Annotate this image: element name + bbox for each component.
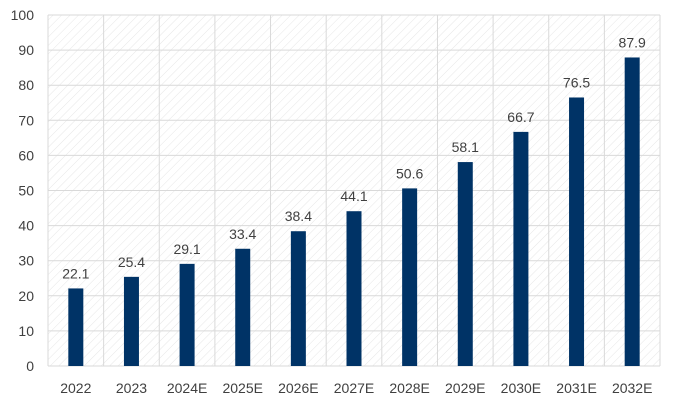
y-tick-label: 50 — [18, 183, 34, 199]
bar-2031E — [569, 97, 585, 367]
data-label-2030E: 66.7 — [507, 109, 534, 125]
x-tick-label: 2027E — [334, 380, 374, 396]
x-tick-label: 2030E — [501, 380, 541, 396]
x-tick-label: 2031E — [556, 380, 596, 396]
data-label-2023: 25.4 — [118, 254, 145, 270]
y-tick-label: 30 — [18, 253, 34, 269]
bar-2032E — [624, 57, 640, 366]
data-label-2028E: 50.6 — [396, 165, 423, 181]
gridlines — [47, 14, 661, 367]
bar-2027E — [346, 211, 362, 366]
x-tick-label: 2026E — [278, 380, 318, 396]
data-label-2029E: 58.1 — [452, 139, 479, 155]
y-tick-label: 40 — [18, 218, 34, 234]
bar-2028E — [402, 188, 418, 366]
y-tick-label: 90 — [18, 42, 34, 58]
bar-2022 — [68, 288, 84, 366]
bar-2025E — [235, 248, 251, 366]
data-labels: 22.1 25.4 29.1 33.4 38.4 44.1 50.6 58.1 66.7 76.5… — [62, 34, 646, 281]
data-label-2027E: 44.1 — [340, 188, 367, 204]
x-tick-label: 2022 — [60, 380, 91, 396]
x-tick-label: 2029E — [445, 380, 485, 396]
y-tick-label: 60 — [18, 147, 34, 163]
data-label-2031E: 76.5 — [563, 74, 590, 90]
data-label-2024E: 29.1 — [173, 241, 200, 257]
y-tick-label: 0 — [26, 358, 34, 374]
bar-2026E — [290, 231, 306, 366]
data-label-2032E: 87.9 — [619, 34, 646, 50]
x-tick-label: 2028E — [389, 380, 429, 396]
bar-2024E — [179, 263, 195, 366]
x-axis: 2022 2023 2024E 2025E 2026E 2027E 2028E 2029E 20… — [60, 380, 652, 396]
bar-2029E — [457, 162, 473, 366]
data-label-2022: 22.1 — [62, 265, 89, 281]
x-tick-label: 2032E — [612, 380, 652, 396]
y-tick-label: 10 — [18, 323, 34, 339]
y-axis: 0 10 20 30 40 50 60 70 80 90 100 — [11, 7, 35, 374]
bar-2023 — [123, 276, 139, 366]
x-tick-label: 2025E — [222, 380, 262, 396]
y-tick-label: 80 — [18, 77, 34, 93]
bar-2030E — [513, 131, 529, 366]
y-tick-label: 20 — [18, 288, 34, 304]
y-tick-label: 70 — [18, 112, 34, 128]
data-label-2026E: 38.4 — [285, 208, 312, 224]
x-tick-label: 2024E — [167, 380, 207, 396]
x-tick-label: 2023 — [116, 380, 147, 396]
y-tick-label: 100 — [11, 7, 35, 23]
data-label-2025E: 33.4 — [229, 226, 256, 242]
bars — [68, 57, 640, 367]
